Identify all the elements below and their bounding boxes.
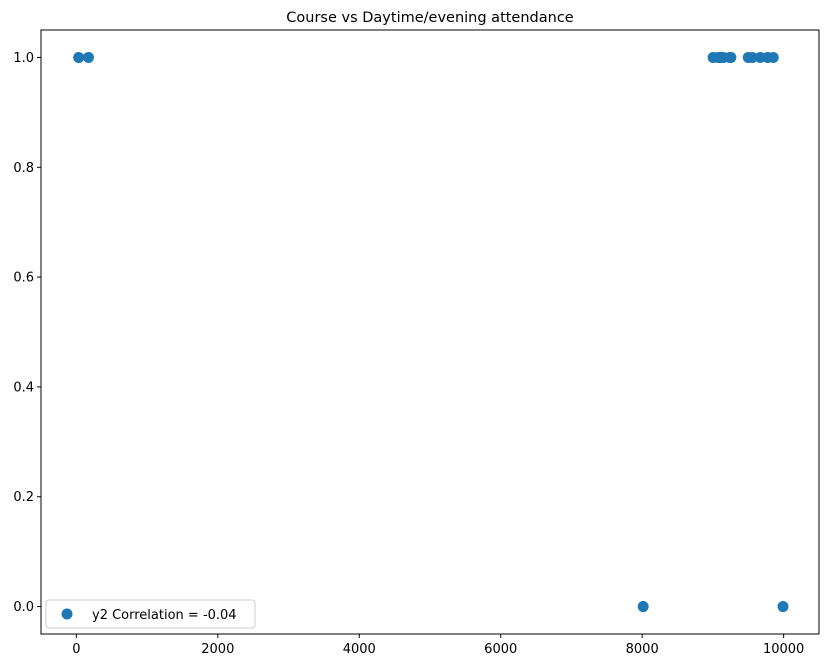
y-tick-label: 0.2 xyxy=(13,490,34,505)
y-axis: 0.0 0.2 0.4 0.6 0.8 1.0 xyxy=(13,51,41,615)
y-tick-label: 1.0 xyxy=(13,51,34,66)
x-tick-label: 8000 xyxy=(626,642,659,657)
data-point xyxy=(725,51,737,63)
legend: y2 Correlation = -0.04 xyxy=(45,599,256,629)
legend-label: y2 Correlation = -0.04 xyxy=(92,608,237,623)
legend-marker xyxy=(61,608,73,620)
legend-box xyxy=(45,599,256,629)
data-point xyxy=(777,601,789,613)
data-points xyxy=(73,51,789,613)
y-tick-label: 0.0 xyxy=(13,600,34,615)
data-point xyxy=(73,51,85,63)
y-tick-label: 0.6 xyxy=(13,271,34,286)
data-point xyxy=(746,51,758,63)
x-tick-label: 6000 xyxy=(484,642,517,657)
plot-frame xyxy=(40,29,820,635)
y-tick-label: 0.8 xyxy=(13,161,34,176)
x-axis: 0 2000 4000 6000 8000 10000 xyxy=(72,634,804,657)
chart-title: Course vs Daytime/evening attendance xyxy=(286,10,574,26)
y-tick-label: 0.4 xyxy=(13,380,34,395)
x-tick-label: 0 xyxy=(72,642,80,657)
data-point xyxy=(82,51,94,63)
data-point xyxy=(767,51,779,63)
x-tick-label: 4000 xyxy=(343,642,376,657)
x-tick-label: 2000 xyxy=(201,642,234,657)
x-tick-label: 10000 xyxy=(763,642,804,657)
data-point xyxy=(637,601,649,613)
